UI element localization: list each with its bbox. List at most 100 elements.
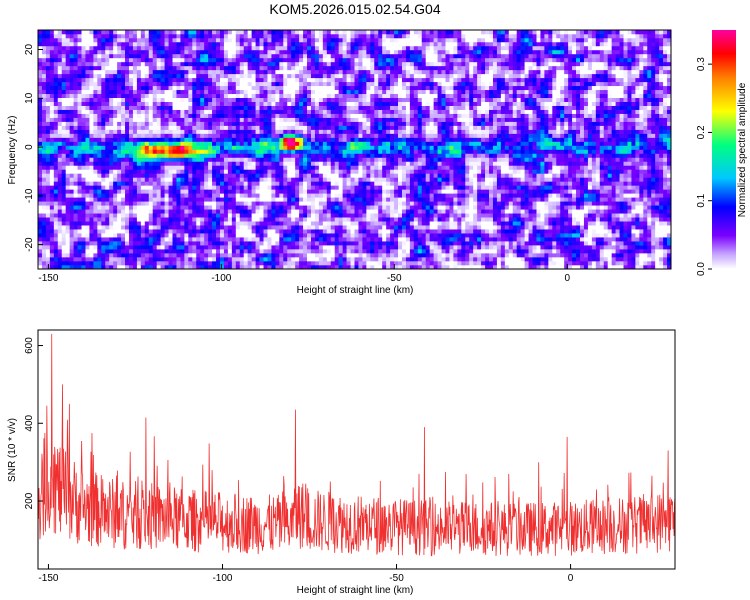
spectrogram-cell — [61, 93, 66, 99]
spectrogram-cell — [85, 153, 90, 158]
spectrogram-cell — [38, 153, 43, 158]
spectrogram-cell — [61, 201, 66, 206]
spectrogram-cell — [140, 153, 146, 158]
spectrogram-cell — [326, 213, 332, 218]
spectrogram-cell — [358, 61, 363, 67]
spectrogram-cell — [136, 161, 142, 166]
spectrogram-cell — [192, 145, 197, 150]
spectrogram-cell — [350, 241, 355, 246]
spectrogram-cell — [156, 177, 161, 182]
spectrogram-cell — [93, 73, 98, 79]
spectrogram-cell — [342, 117, 347, 122]
spectrogram-cell — [152, 105, 157, 110]
spectrogram-cell — [41, 233, 47, 238]
spectrogram-cell — [125, 261, 130, 266]
spectrogram-cell — [239, 233, 245, 238]
spectrogram-cell — [101, 153, 106, 158]
spectrogram-cell — [53, 205, 59, 210]
spectrogram-cell — [338, 177, 343, 182]
spectrogram-cell — [164, 193, 169, 198]
spectrogram-cell — [132, 97, 138, 102]
spectrogram-cell — [77, 241, 82, 246]
spectrogram-cell — [310, 213, 316, 218]
spectrogram-cell — [164, 173, 169, 178]
spectrogram-cell — [45, 145, 51, 150]
spectrogram-cell — [93, 241, 98, 246]
spectrogram-cell — [342, 189, 347, 194]
spectrogram-cell — [243, 145, 248, 150]
spectrogram-cell — [342, 121, 347, 126]
spectrogram-cell — [156, 169, 161, 174]
spectrogram-cell — [128, 213, 134, 218]
spectrogram-cell — [287, 201, 292, 206]
spectrogram-cell — [303, 177, 308, 182]
spectrogram-cell — [307, 241, 312, 246]
spectrogram-cell — [192, 165, 197, 170]
spectrogram-cell — [61, 33, 66, 39]
spectrogram-cell — [53, 261, 59, 266]
spectrogram-cell — [275, 201, 280, 206]
spectrogram-cell — [89, 201, 94, 206]
spectrogram-cell — [350, 89, 355, 95]
spectrogram-cell — [318, 249, 324, 254]
spectrogram-cell — [204, 213, 209, 218]
spectrogram-cell — [57, 229, 63, 234]
spectrogram-cell — [223, 133, 229, 138]
spectrogram-cell — [188, 105, 193, 110]
spectrogram-cell — [148, 49, 154, 55]
spectrogram-cell — [53, 45, 59, 51]
spectrogram-cell — [223, 97, 229, 102]
spectrogram-cell — [41, 97, 47, 102]
spectrogram-cell — [291, 189, 296, 194]
spectrogram-cell — [358, 225, 363, 230]
spectrogram-cell — [65, 177, 70, 182]
spectrogram-cell — [65, 105, 70, 110]
spectrogram-cell — [77, 65, 82, 71]
spectrogram-cell — [125, 201, 130, 206]
spectrogram-cell — [322, 133, 328, 138]
spectrogram-cell — [219, 153, 225, 158]
spectrogram-cell — [49, 249, 55, 254]
spectrogram-cell — [73, 169, 78, 174]
spectrogram-cell — [322, 61, 328, 67]
spectrogram-cell — [117, 209, 122, 214]
spectrogram-cell — [318, 265, 324, 269]
spectrogram-cell — [231, 33, 237, 39]
spectrogram-cell — [113, 89, 118, 95]
spectrogram-cell — [204, 129, 209, 134]
spectrogram-cell — [346, 89, 351, 95]
spectrogram-cell — [45, 149, 51, 154]
spectrogram-cell — [168, 209, 173, 214]
spectrogram-cell — [53, 145, 59, 150]
spectrogram-cell — [65, 109, 70, 114]
spectrogram-cell — [330, 129, 336, 134]
spectrogram-cell — [69, 61, 74, 67]
spectrogram-cell — [318, 157, 324, 162]
spectrogram-cell — [117, 73, 122, 79]
spectrogram-cell — [314, 225, 320, 230]
spectrogram-cell — [338, 205, 343, 210]
spectrogram-cell — [358, 177, 363, 182]
spectrogram-cell — [227, 117, 233, 122]
spectrogram-cell — [136, 93, 142, 99]
spectrogram-cell — [326, 73, 332, 79]
spectrogram-cell — [362, 157, 367, 162]
spectrogram-cell — [322, 137, 328, 142]
spectrogram-cell — [358, 133, 363, 138]
spectrogram-cell — [192, 137, 197, 142]
spectrogram-cell — [85, 125, 90, 130]
spectrogram-cell — [101, 149, 106, 154]
spectrogram-cell — [330, 137, 336, 142]
spectrogram-cell — [109, 205, 114, 210]
spectrogram-cell — [117, 169, 122, 174]
spectrogram-cell — [200, 181, 205, 186]
spectrogram-cell — [49, 41, 55, 47]
spectrogram-cell — [255, 225, 260, 230]
spectrogram-cell — [354, 57, 359, 63]
spectrogram-cell — [334, 97, 339, 102]
spectrogram-cell — [53, 69, 59, 75]
spectrogram-cell — [97, 53, 102, 59]
spectrogram-cell — [53, 125, 59, 130]
spectrogram-cell — [57, 33, 63, 39]
spectrogram-cell — [38, 213, 43, 218]
